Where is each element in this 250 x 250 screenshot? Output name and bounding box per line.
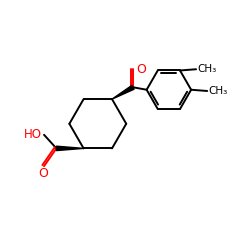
- Text: O: O: [38, 168, 48, 180]
- Polygon shape: [56, 146, 84, 150]
- Text: HO: HO: [24, 128, 42, 141]
- Text: CH₃: CH₃: [197, 64, 216, 74]
- Polygon shape: [112, 85, 134, 99]
- Text: O: O: [136, 63, 146, 76]
- Text: CH₃: CH₃: [208, 86, 228, 96]
